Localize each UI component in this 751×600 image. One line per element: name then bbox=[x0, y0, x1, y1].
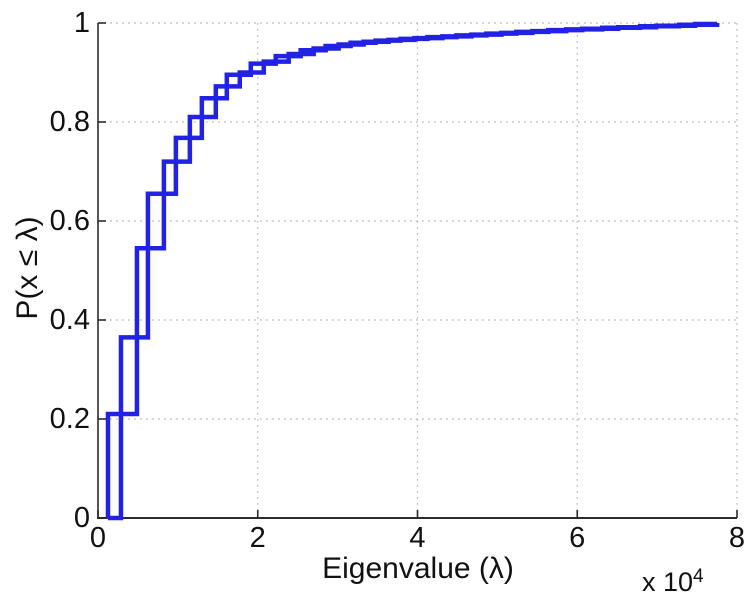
x-tick-label: 0 bbox=[89, 522, 107, 554]
gridlines bbox=[98, 22, 738, 518]
y-tick-label: 1 bbox=[73, 7, 90, 39]
y-tick-label: 0.8 bbox=[49, 106, 90, 138]
y-tick-label: 0.2 bbox=[49, 403, 90, 435]
ecdf-curve-1 bbox=[105, 22, 720, 518]
x-tick-label: 4 bbox=[409, 522, 426, 554]
ecdf-curve-2 bbox=[107, 21, 720, 521]
x-tick-label: 6 bbox=[569, 522, 586, 554]
x-tick-label: 2 bbox=[249, 522, 266, 554]
axes bbox=[97, 22, 738, 519]
series-group bbox=[105, 21, 720, 521]
x-axis-multiplier: x 104 bbox=[642, 562, 704, 597]
x-tick-label: 8 bbox=[728, 522, 746, 554]
y-tick-label: 0.4 bbox=[49, 304, 90, 336]
x-axis-multiplier-base: x 10 bbox=[642, 567, 694, 597]
x-axis-label: Eigenvalue (λ) bbox=[322, 552, 514, 585]
y-tick-label: 0.6 bbox=[49, 205, 90, 237]
x-axis-multiplier-exponent: 4 bbox=[693, 566, 704, 587]
y-tick-label: 0 bbox=[73, 502, 90, 534]
